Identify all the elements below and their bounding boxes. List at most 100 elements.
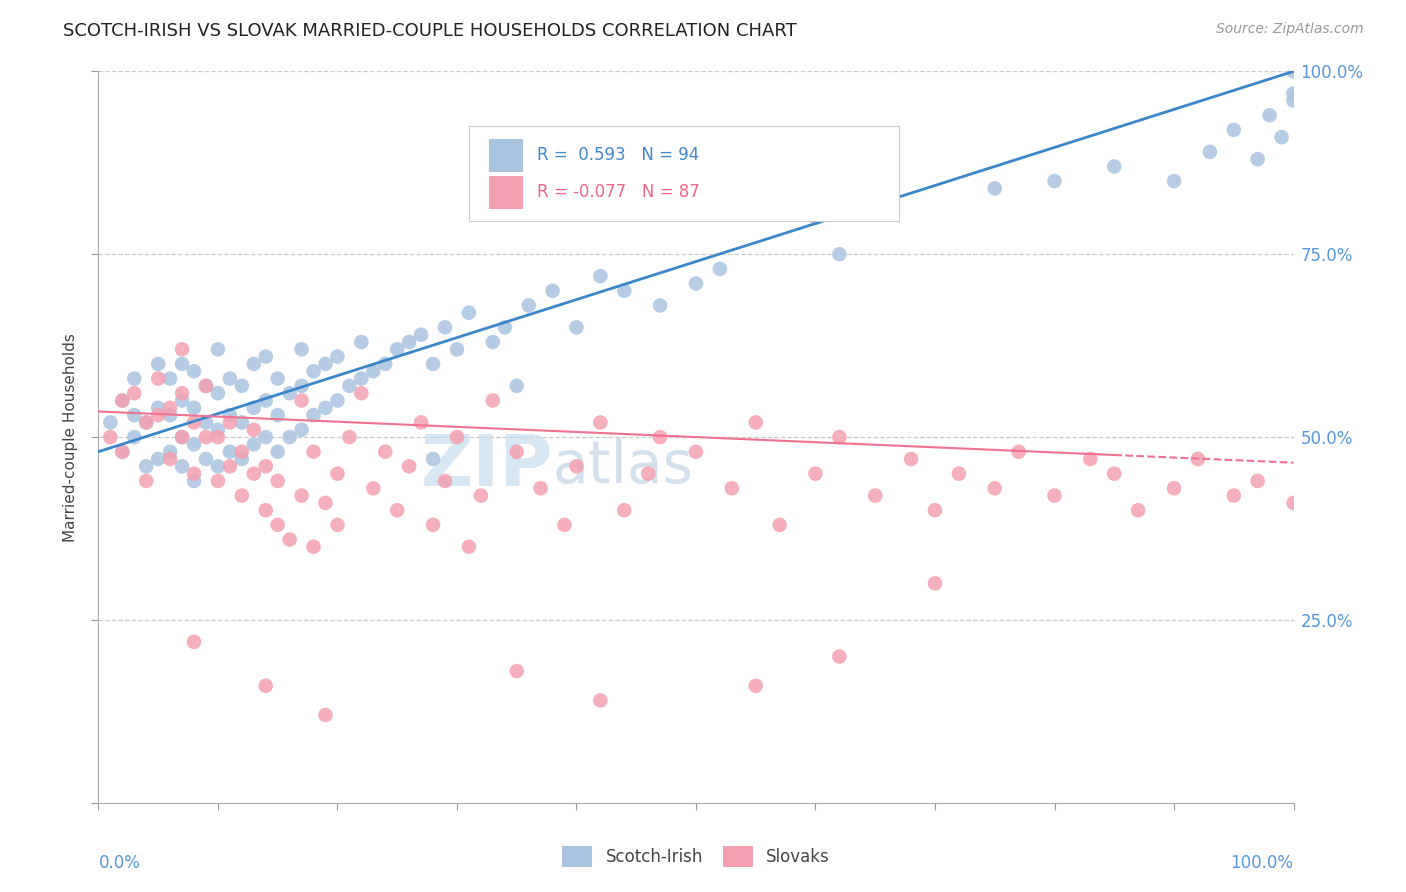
Point xyxy=(326,467,349,481)
Point xyxy=(183,437,205,451)
Point xyxy=(1247,474,1270,488)
Point xyxy=(254,679,277,693)
Point xyxy=(243,423,266,437)
Point xyxy=(183,364,205,378)
Point xyxy=(111,444,134,458)
Text: atlas: atlas xyxy=(553,438,693,495)
Point xyxy=(254,350,277,364)
Point xyxy=(339,430,361,444)
Point xyxy=(254,459,277,474)
Point xyxy=(219,408,242,422)
Text: SCOTCH-IRISH VS SLOVAK MARRIED-COUPLE HOUSEHOLDS CORRELATION CHART: SCOTCH-IRISH VS SLOVAK MARRIED-COUPLE HO… xyxy=(63,22,797,40)
Point xyxy=(924,503,946,517)
Point xyxy=(195,416,218,430)
Point xyxy=(278,533,301,547)
FancyBboxPatch shape xyxy=(489,176,523,209)
Point xyxy=(804,211,827,225)
Point xyxy=(828,649,851,664)
Point xyxy=(385,503,409,517)
Point xyxy=(434,474,457,488)
Point xyxy=(1104,467,1126,481)
Point xyxy=(984,481,1007,495)
Point xyxy=(302,364,325,378)
Point xyxy=(315,401,337,415)
Point xyxy=(374,357,396,371)
Legend: Scotch-Irish, Slovaks: Scotch-Irish, Slovaks xyxy=(554,838,838,875)
Point xyxy=(589,269,612,284)
Point xyxy=(148,408,170,422)
Point xyxy=(124,386,146,401)
Point xyxy=(111,393,134,408)
Point xyxy=(254,430,277,444)
Point xyxy=(1282,64,1305,78)
Point xyxy=(124,430,146,444)
Point xyxy=(183,635,205,649)
Point xyxy=(422,452,444,467)
Point xyxy=(1223,123,1246,137)
Point xyxy=(172,357,194,371)
Point xyxy=(219,459,242,474)
Point xyxy=(411,416,433,430)
Point xyxy=(589,416,612,430)
Point xyxy=(1187,452,1209,467)
Point xyxy=(446,430,468,444)
Point xyxy=(291,489,314,503)
Point xyxy=(135,416,157,430)
Point xyxy=(183,416,205,430)
Point xyxy=(350,334,373,349)
Point xyxy=(278,386,301,401)
Point xyxy=(291,393,314,408)
Point xyxy=(685,277,707,291)
Point xyxy=(195,379,218,393)
Point xyxy=(315,357,337,371)
Point xyxy=(207,474,229,488)
Point xyxy=(398,334,420,349)
Point xyxy=(231,444,253,458)
Point xyxy=(207,430,229,444)
Point xyxy=(1043,489,1066,503)
Point xyxy=(148,452,170,467)
Point xyxy=(924,576,946,591)
Point xyxy=(648,298,672,312)
Point xyxy=(828,247,851,261)
Point xyxy=(267,474,290,488)
Point xyxy=(1199,145,1222,159)
Point xyxy=(172,430,194,444)
Point xyxy=(470,489,492,503)
Point xyxy=(267,444,290,458)
Point xyxy=(900,452,922,467)
Point xyxy=(1258,108,1281,122)
Point xyxy=(172,386,194,401)
Point xyxy=(411,327,433,342)
Point xyxy=(1271,130,1294,145)
Y-axis label: Married-couple Households: Married-couple Households xyxy=(63,333,79,541)
Point xyxy=(506,664,529,678)
Point xyxy=(648,430,672,444)
Point xyxy=(243,401,266,415)
Point xyxy=(1282,496,1305,510)
Point xyxy=(291,343,314,357)
Point xyxy=(745,416,768,430)
Point xyxy=(422,517,444,532)
Point xyxy=(363,481,385,495)
Point xyxy=(506,444,529,458)
Point xyxy=(446,343,468,357)
Point xyxy=(302,540,325,554)
Point xyxy=(207,343,229,357)
Point xyxy=(458,540,481,554)
Text: R =  0.593   N = 94: R = 0.593 N = 94 xyxy=(537,146,699,164)
Point xyxy=(865,489,887,503)
Point xyxy=(267,408,290,422)
Point xyxy=(315,496,337,510)
Point xyxy=(302,444,325,458)
Point xyxy=(422,357,444,371)
Point xyxy=(195,452,218,467)
Point xyxy=(865,196,887,211)
Point xyxy=(768,517,790,532)
Point xyxy=(350,371,373,385)
Text: R = -0.077   N = 87: R = -0.077 N = 87 xyxy=(537,183,700,201)
Point xyxy=(183,474,205,488)
Point xyxy=(1080,452,1102,467)
Point xyxy=(1247,152,1270,166)
Point xyxy=(291,423,314,437)
